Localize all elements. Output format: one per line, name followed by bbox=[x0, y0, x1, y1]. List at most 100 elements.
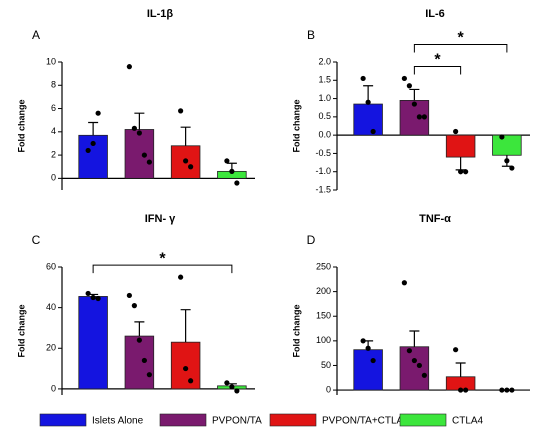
y-axis-label: Fold change bbox=[291, 304, 301, 357]
data-point bbox=[131, 125, 137, 131]
y-tick-label: 50 bbox=[321, 360, 331, 370]
data-point bbox=[406, 83, 412, 89]
data-point bbox=[146, 372, 152, 378]
data-point bbox=[499, 387, 505, 393]
significance-bracket bbox=[413, 43, 508, 53]
significance-star: * bbox=[159, 250, 166, 267]
data-point bbox=[370, 357, 376, 364]
data-point bbox=[421, 372, 427, 378]
data-point bbox=[188, 164, 194, 170]
significance-bracket bbox=[413, 65, 462, 75]
chart-title: TNF-α bbox=[419, 213, 451, 225]
panel-label: A bbox=[32, 28, 40, 42]
data-point bbox=[234, 388, 240, 394]
error-bar bbox=[409, 88, 420, 101]
y-tick-label: 4 bbox=[51, 126, 56, 136]
data-point bbox=[509, 165, 515, 171]
y-tick-label: 0.5 bbox=[318, 111, 331, 121]
y-tick-label: 10 bbox=[46, 56, 56, 66]
bar bbox=[353, 103, 383, 136]
significance-star: * bbox=[434, 52, 441, 69]
y-tick-label: 1.5 bbox=[318, 75, 331, 85]
chart-title: IL-1β bbox=[147, 8, 174, 20]
bar bbox=[492, 134, 522, 156]
data-point bbox=[504, 158, 510, 164]
data-point bbox=[401, 75, 407, 82]
data-point bbox=[365, 345, 371, 351]
bar bbox=[353, 349, 383, 391]
data-point bbox=[229, 384, 235, 390]
y-tick-label: 8 bbox=[51, 80, 56, 90]
y-tick-label: -1.5 bbox=[315, 184, 331, 194]
bar bbox=[124, 335, 155, 390]
data-point bbox=[178, 274, 184, 280]
significance-bracket bbox=[92, 264, 233, 274]
data-point bbox=[188, 378, 194, 384]
y-tick-label: 2.0 bbox=[318, 56, 331, 66]
y-tick-label: 150 bbox=[316, 311, 331, 321]
panel-label: D bbox=[307, 233, 316, 247]
data-point bbox=[365, 99, 371, 105]
legend-label: PVPON/TA+CTLA4 bbox=[322, 416, 409, 427]
data-point bbox=[126, 292, 132, 299]
data-point bbox=[509, 387, 515, 393]
data-point bbox=[411, 357, 417, 364]
data-point bbox=[453, 347, 459, 353]
data-point bbox=[224, 158, 230, 164]
data-point bbox=[141, 357, 147, 364]
data-point bbox=[95, 110, 101, 116]
data-point bbox=[416, 362, 422, 369]
bar bbox=[170, 341, 201, 390]
y-tick-label: -1.0 bbox=[315, 166, 331, 176]
legend-label: CTLA4 bbox=[452, 416, 484, 427]
panel-label: B bbox=[307, 28, 315, 42]
data-point bbox=[453, 128, 459, 135]
data-point bbox=[136, 337, 142, 343]
data-point bbox=[504, 387, 510, 393]
legend-swatch bbox=[399, 413, 447, 427]
y-tick-label: 200 bbox=[316, 286, 331, 296]
data-point bbox=[499, 134, 505, 140]
y-tick-label: 0 bbox=[51, 173, 56, 183]
y-axis-label: Fold change bbox=[16, 304, 26, 357]
data-point bbox=[234, 180, 240, 186]
data-point bbox=[370, 128, 376, 135]
error-bar bbox=[455, 157, 466, 171]
data-point bbox=[126, 64, 132, 70]
y-tick-label: 40 bbox=[46, 302, 56, 312]
data-point bbox=[136, 130, 142, 136]
data-point bbox=[141, 152, 147, 158]
data-point bbox=[178, 108, 184, 114]
significance-star: * bbox=[458, 30, 465, 47]
bar bbox=[445, 134, 476, 158]
data-point bbox=[90, 140, 96, 147]
error-bar bbox=[88, 121, 99, 136]
data-point bbox=[85, 290, 91, 297]
data-point bbox=[416, 114, 422, 120]
data-point bbox=[401, 280, 407, 286]
error-bar bbox=[134, 112, 145, 130]
legend-label: Islets Alone bbox=[92, 416, 144, 427]
legend-swatch bbox=[39, 413, 87, 427]
data-point bbox=[183, 365, 189, 372]
bar bbox=[124, 129, 155, 179]
y-tick-label: 6 bbox=[51, 103, 56, 113]
data-point bbox=[183, 158, 189, 164]
legend-swatch bbox=[159, 413, 207, 427]
error-bar bbox=[180, 309, 191, 343]
data-point bbox=[421, 114, 427, 120]
panel-label: C bbox=[32, 233, 41, 247]
data-point bbox=[463, 387, 469, 393]
bar bbox=[78, 296, 108, 390]
y-axis-label: Fold change bbox=[291, 99, 301, 152]
data-point bbox=[85, 147, 91, 154]
y-tick-label: 0.0 bbox=[318, 130, 331, 140]
error-bar bbox=[180, 126, 191, 146]
y-tick-label: 1.0 bbox=[318, 93, 331, 103]
data-point bbox=[458, 169, 464, 175]
data-point bbox=[411, 101, 417, 107]
legend-label: PVPON/TA bbox=[212, 416, 262, 427]
bar bbox=[399, 346, 430, 391]
data-point bbox=[131, 303, 137, 309]
